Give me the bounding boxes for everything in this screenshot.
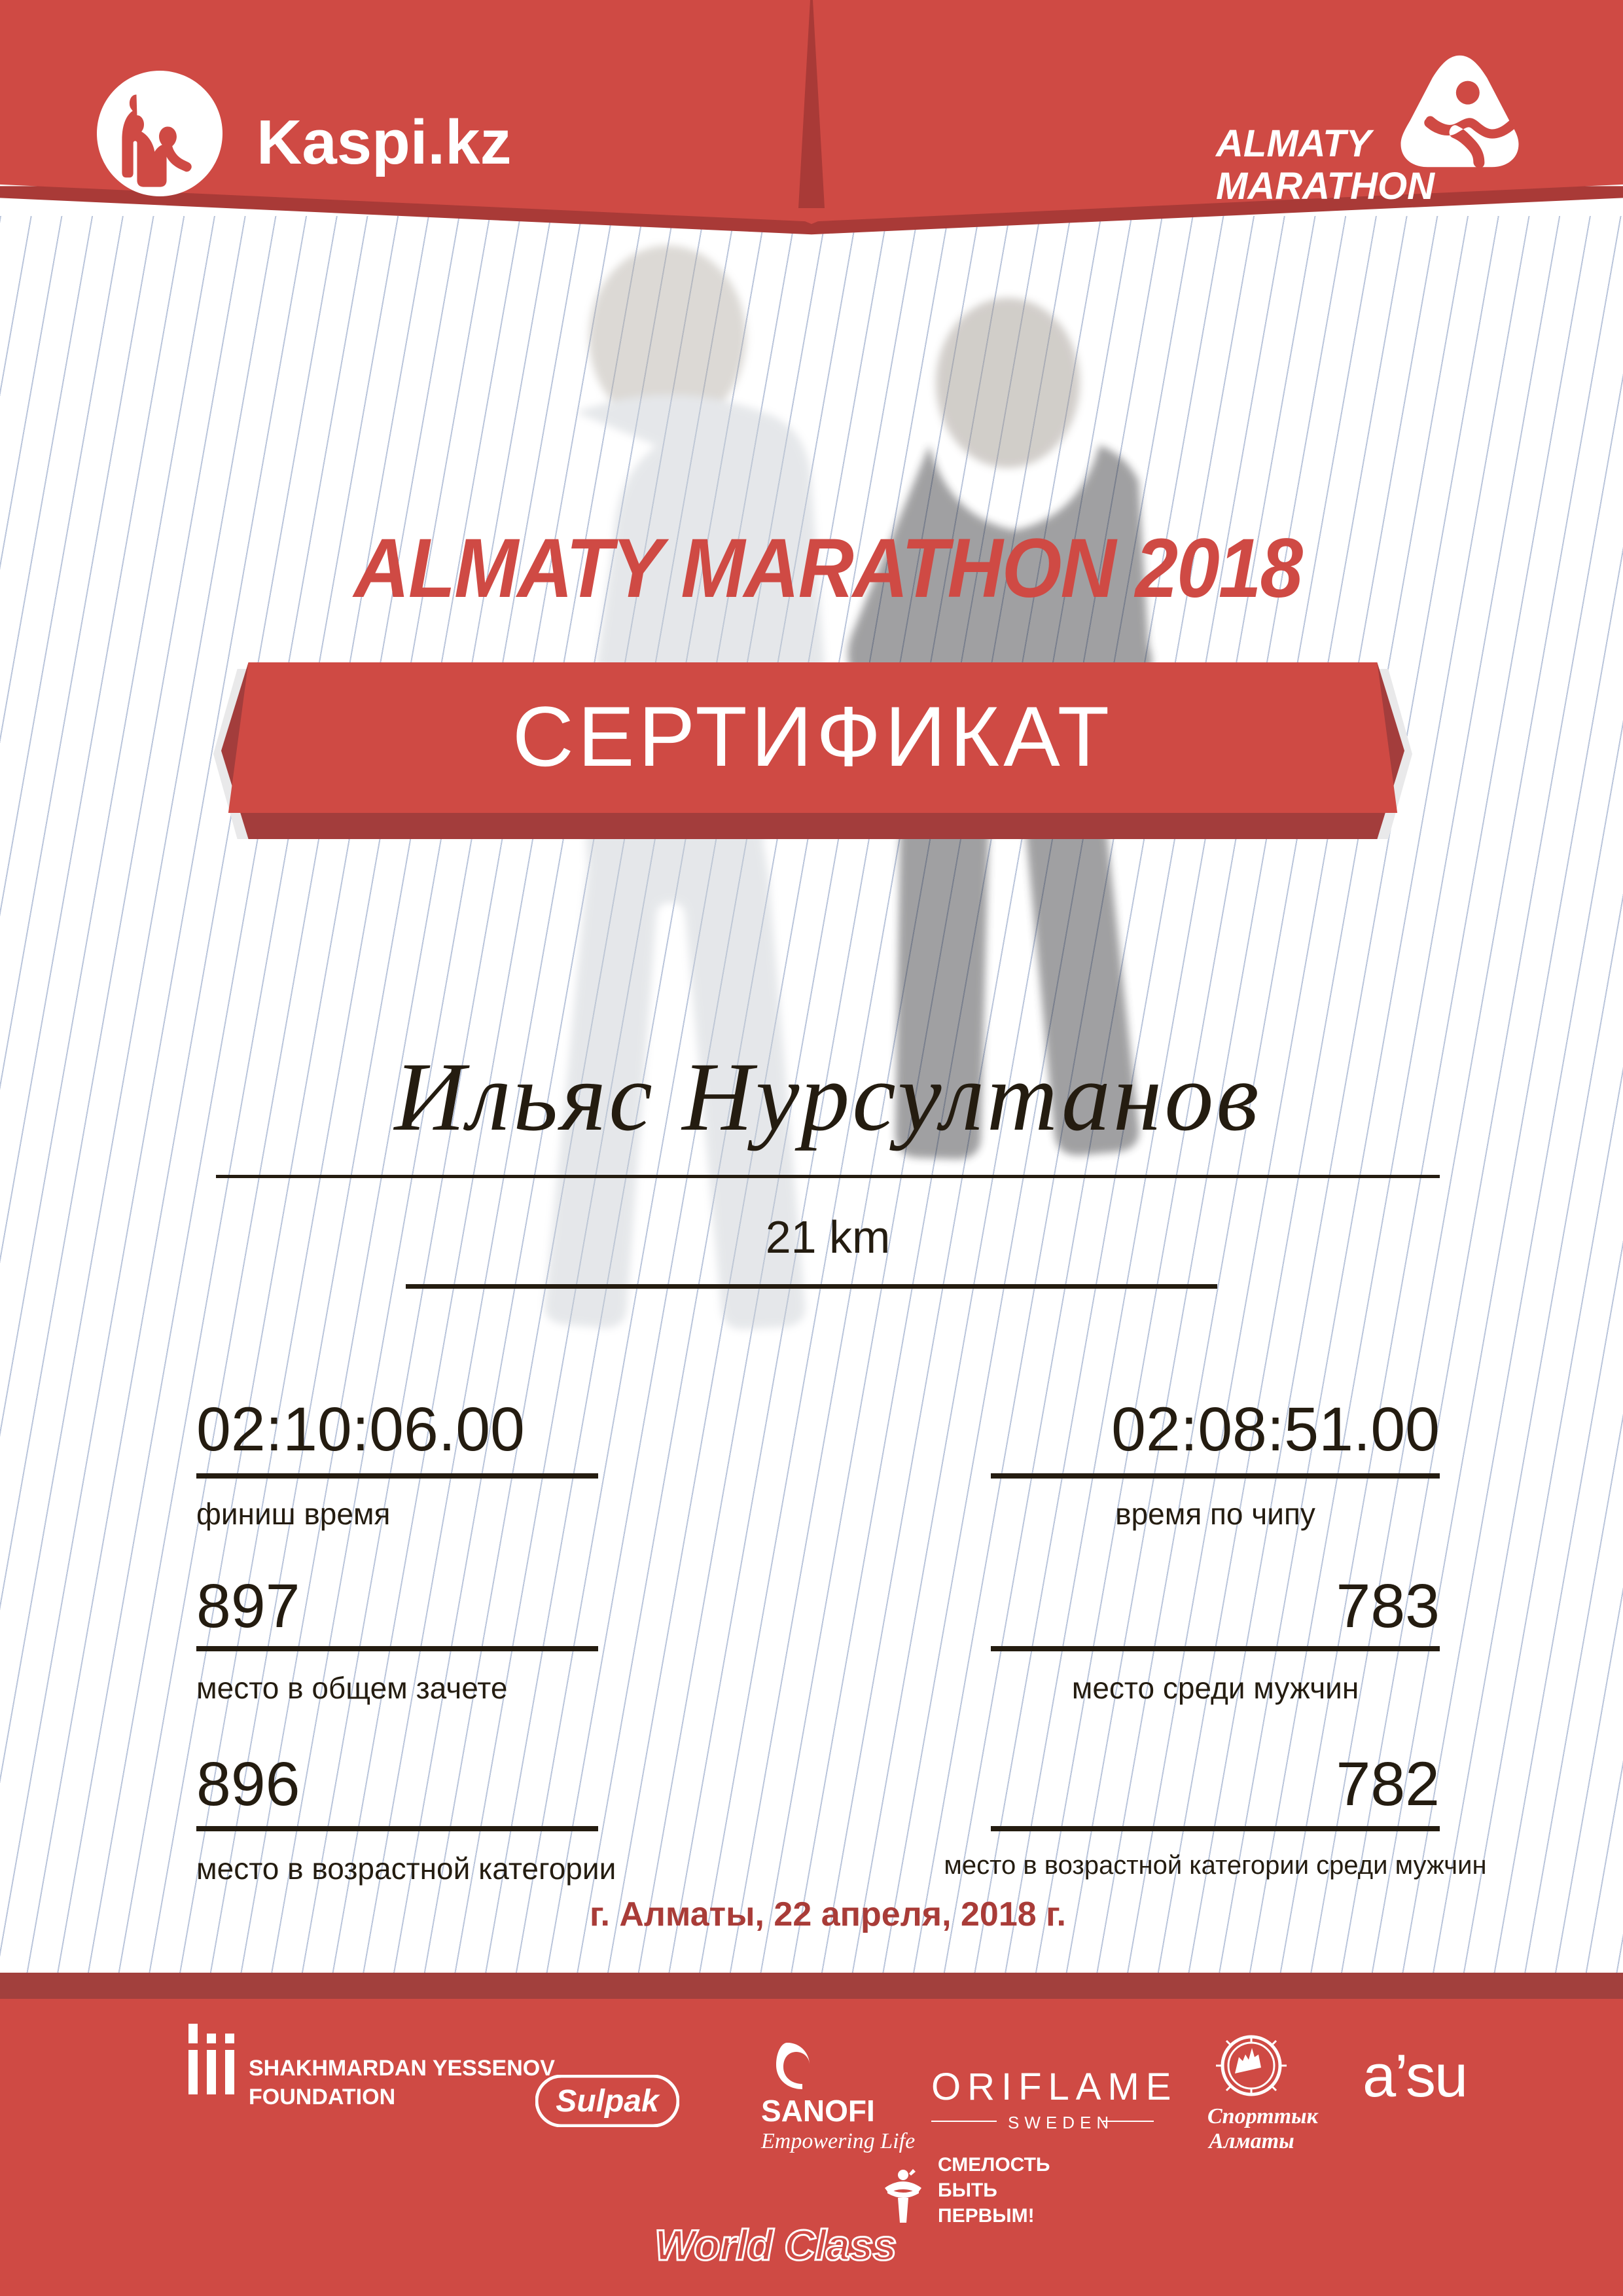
svg-text:Sulpak: Sulpak [556,2084,660,2119]
